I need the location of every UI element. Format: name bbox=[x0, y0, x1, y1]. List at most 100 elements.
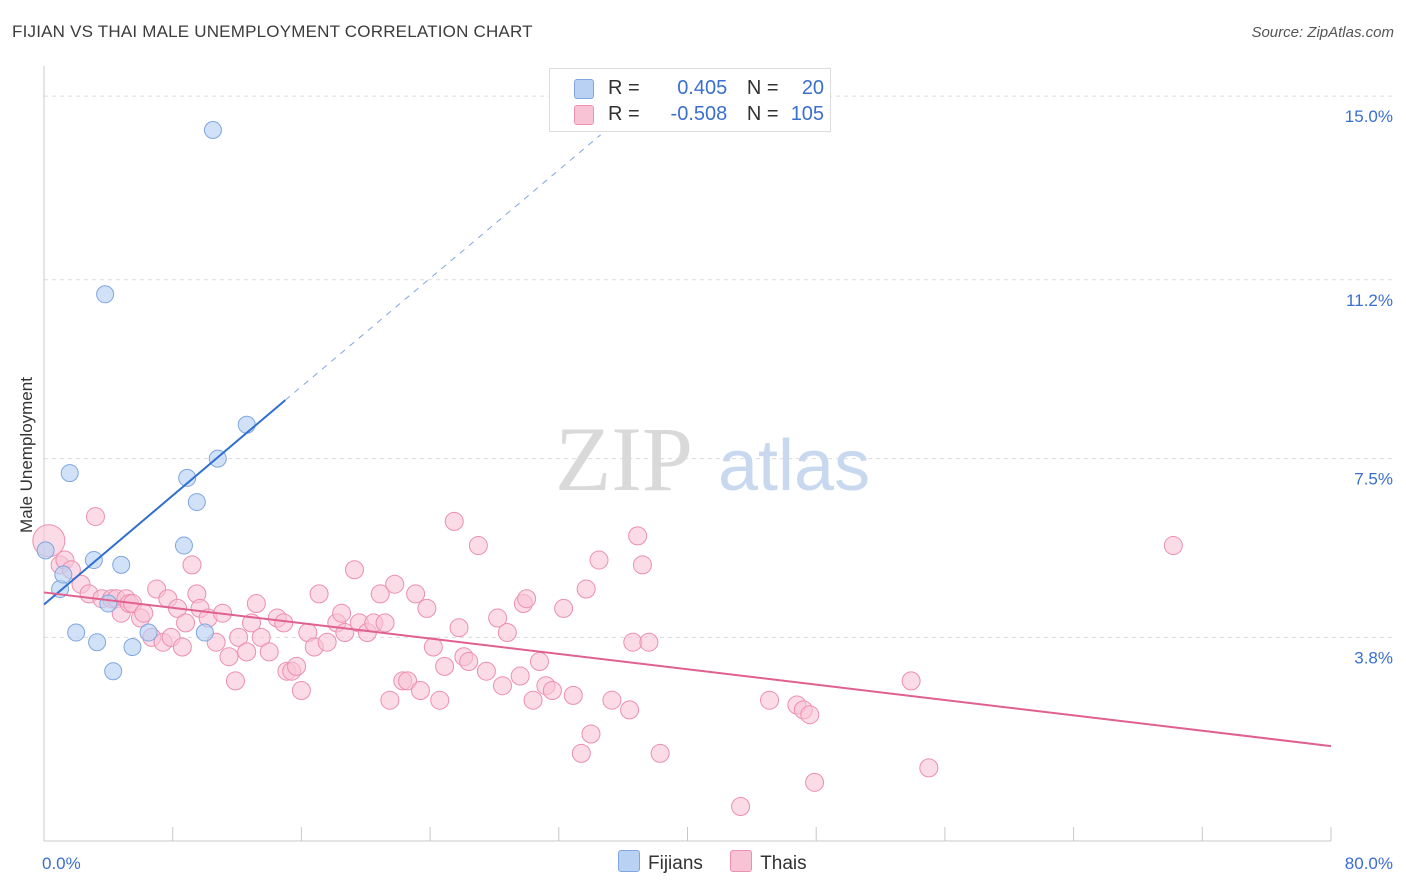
data-point-thais bbox=[435, 656, 455, 676]
data-point-thais bbox=[176, 613, 196, 633]
data-point-thais bbox=[317, 632, 337, 652]
grid-lines bbox=[44, 95, 1395, 638]
data-point-thais bbox=[581, 724, 601, 744]
data-point-thais bbox=[172, 637, 192, 657]
data-point-thais bbox=[602, 690, 622, 710]
thais-legend-swatch bbox=[730, 850, 753, 872]
data-point-thais bbox=[459, 652, 479, 672]
data-point-thais bbox=[410, 681, 430, 701]
stats-legend: R = 0.405 N = 20 R = -0.508 N = 105 bbox=[549, 68, 831, 132]
legend-label-fijians: Fijians bbox=[648, 853, 703, 874]
data-point-thais bbox=[449, 618, 469, 638]
data-point-fijians bbox=[99, 594, 118, 613]
series-legend: Fijians Thais bbox=[618, 850, 829, 875]
data-point-thais bbox=[497, 623, 517, 643]
data-point-thais bbox=[510, 666, 530, 686]
trend-line-thais bbox=[43, 591, 1332, 748]
data-point-fijians bbox=[187, 493, 206, 512]
data-point-thais bbox=[385, 574, 405, 594]
y-tick-label: 7.5% bbox=[1354, 470, 1393, 489]
data-point-thais bbox=[760, 690, 780, 710]
data-point-thais bbox=[805, 772, 825, 792]
data-point-thais bbox=[251, 627, 271, 647]
x-tick-label: 80.0% bbox=[1345, 854, 1393, 873]
data-point-fijians bbox=[54, 565, 73, 584]
data-point-thais bbox=[182, 555, 202, 575]
data-point-fijians bbox=[237, 415, 256, 434]
data-point-thais bbox=[650, 743, 670, 763]
r-value: -0.508 bbox=[670, 103, 728, 125]
fijians-legend-swatch bbox=[618, 850, 640, 872]
watermark: ZIP atlas bbox=[555, 408, 870, 510]
data-point-thais bbox=[542, 681, 562, 701]
data-point-thais bbox=[468, 536, 488, 556]
data-point-thais bbox=[344, 560, 364, 580]
n-label: N = bbox=[746, 77, 779, 99]
data-point-fijians bbox=[88, 633, 107, 652]
data-point-fijians bbox=[203, 120, 222, 139]
n-value: 105 bbox=[790, 103, 825, 125]
data-point-thais bbox=[430, 690, 450, 710]
data-point-thais bbox=[417, 598, 437, 618]
data-point-thais bbox=[589, 550, 609, 570]
data-point-thais bbox=[571, 743, 591, 763]
data-point-thais bbox=[375, 613, 395, 633]
trend-lines bbox=[43, 134, 1332, 748]
data-point-thais bbox=[259, 642, 279, 662]
data-point-thais bbox=[492, 676, 512, 696]
data-point-thais bbox=[309, 584, 329, 604]
data-point-fijians bbox=[104, 662, 123, 681]
data-point-thais bbox=[380, 690, 400, 710]
data-point-thais bbox=[488, 608, 508, 628]
data-point-fijians bbox=[123, 638, 142, 657]
data-point-thais bbox=[919, 758, 939, 778]
watermark-zip: ZIP bbox=[555, 408, 693, 510]
legend-item-fijians[interactable]: Fijians bbox=[618, 850, 703, 875]
legend-item-thais[interactable]: Thais bbox=[730, 850, 807, 875]
data-point-thais bbox=[291, 681, 311, 701]
data-point-fijians bbox=[195, 623, 214, 642]
data-point-thais bbox=[398, 671, 418, 691]
data-point-thais bbox=[1163, 536, 1183, 556]
data-point-thais bbox=[423, 637, 443, 657]
thai-points bbox=[32, 507, 1183, 817]
data-point-fijians bbox=[60, 464, 79, 483]
data-point-thais bbox=[517, 589, 537, 609]
data-point-fijians bbox=[67, 623, 86, 642]
watermark-atlas: atlas bbox=[718, 426, 870, 506]
y-tick-label: 15.0% bbox=[1345, 107, 1393, 126]
chart-title: FIJIAN VS THAI MALE UNEMPLOYMENT CORRELA… bbox=[12, 22, 533, 41]
legend-label-thais: Thais bbox=[760, 853, 807, 874]
data-point-fijians bbox=[112, 555, 131, 574]
r-label: R = bbox=[608, 77, 640, 99]
data-point-thais bbox=[623, 632, 643, 652]
thais-swatch bbox=[574, 105, 594, 125]
data-point-thais bbox=[85, 507, 105, 527]
data-point-thais bbox=[225, 671, 245, 691]
data-point-thais bbox=[406, 584, 426, 604]
y-tick-label: 3.8% bbox=[1354, 648, 1393, 667]
data-point-thais bbox=[628, 526, 648, 546]
data-point-fijians bbox=[84, 551, 103, 570]
x-tick-label: 0.0% bbox=[42, 854, 81, 873]
data-point-fijians bbox=[178, 468, 197, 487]
data-point-thais bbox=[563, 685, 583, 705]
n-label: N = bbox=[746, 103, 779, 125]
data-point-fijians bbox=[96, 285, 115, 304]
tick-labels: 3.8% 7.5% 11.2% 15.0% 0.0% 80.0% bbox=[42, 107, 1393, 873]
data-point-thais bbox=[444, 511, 464, 531]
data-point-thais bbox=[134, 603, 154, 623]
data-point-fijians bbox=[174, 536, 193, 555]
data-point-thais bbox=[287, 656, 307, 676]
data-point-thais bbox=[901, 671, 921, 691]
data-point-thais bbox=[800, 705, 820, 725]
y-tick-label: 11.2% bbox=[1346, 291, 1393, 310]
n-value: 20 bbox=[801, 77, 825, 99]
data-point-thais bbox=[554, 598, 574, 618]
data-point-fijians bbox=[139, 623, 158, 642]
data-point-thais bbox=[219, 647, 239, 667]
data-point-thais bbox=[246, 594, 266, 614]
data-point-thais bbox=[639, 632, 659, 652]
data-point-thais bbox=[274, 613, 294, 633]
